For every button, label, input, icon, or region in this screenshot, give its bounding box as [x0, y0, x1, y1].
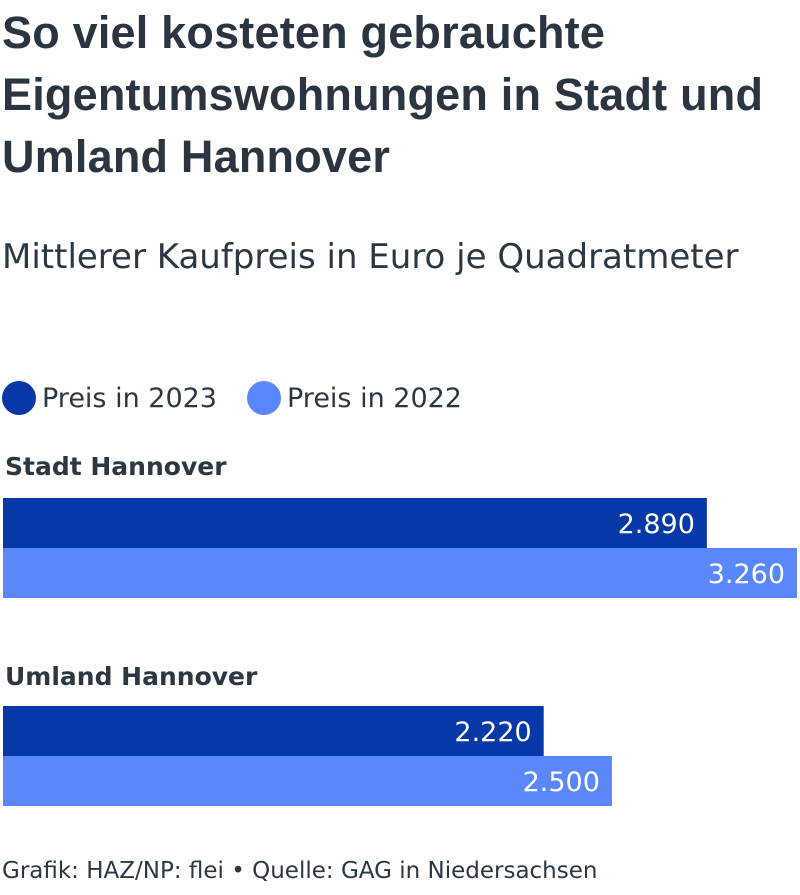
bar-umland-s0 [3, 706, 544, 756]
legend: Preis in 2023 Preis in 2022 [2, 378, 492, 418]
bar-stadt-s1 [3, 548, 797, 598]
category-label-stadt: Stadt Hannover [5, 452, 227, 481]
legend-dot-2023 [2, 381, 36, 415]
legend-item-2022: Preis in 2022 [247, 381, 462, 415]
bar-value-label-stadt-s0: 2.890 [618, 509, 695, 540]
bar-umland-s1 [3, 756, 612, 806]
chart-subtitle: Mittlerer Kaufpreis in Euro je Quadratme… [2, 237, 739, 277]
category-label-umland: Umland Hannover [5, 662, 258, 691]
bar-value-label-umland-s0: 2.220 [454, 717, 531, 748]
legend-label-2022: Preis in 2022 [287, 382, 462, 414]
chart-title: So viel kosteten gebrauchte Eigentumswoh… [2, 7, 764, 182]
bar-value-label-stadt-s1: 3.260 [708, 559, 785, 590]
legend-item-2023: Preis in 2023 [2, 381, 217, 415]
legend-label-2023: Preis in 2023 [42, 382, 217, 414]
bar-stadt-s0 [3, 498, 707, 548]
source-credit: Grafik: HAZ/NP: flei • Quelle: GAG in Ni… [2, 858, 598, 884]
legend-dot-2022 [247, 381, 281, 415]
bar-value-label-umland-s1: 2.500 [523, 767, 600, 798]
